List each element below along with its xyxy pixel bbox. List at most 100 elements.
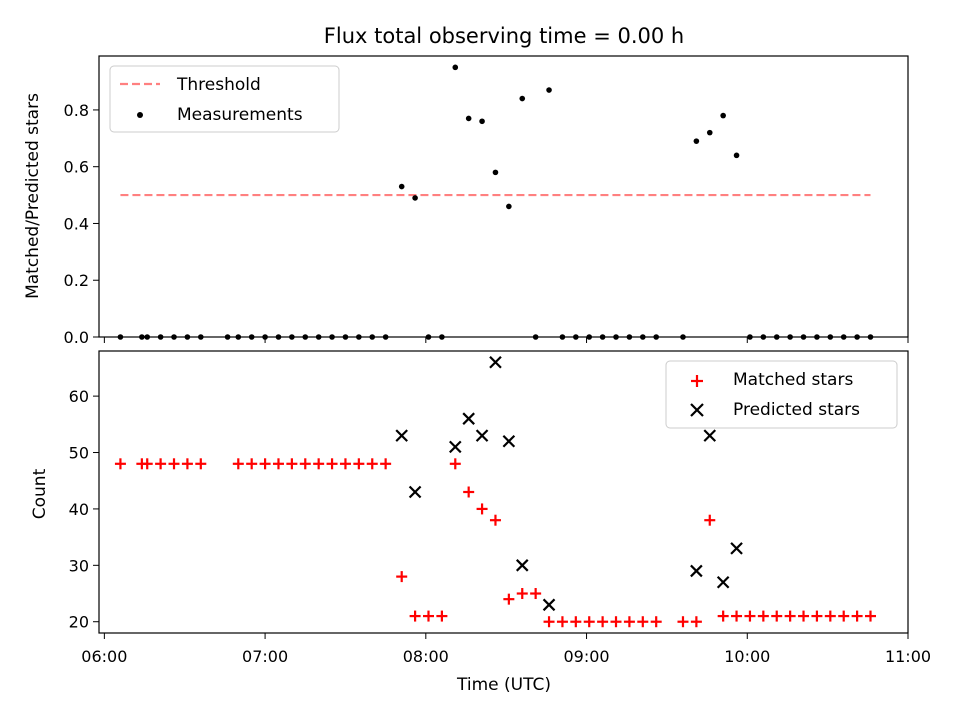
- top-y-tick-label: 0.4: [64, 214, 89, 233]
- measurements-legend-label: Measurements: [177, 105, 303, 125]
- matched-star-point: [272, 458, 284, 470]
- measurement-point: [693, 138, 700, 144]
- measurement-point: [452, 64, 459, 71]
- matched-star-point: [232, 458, 244, 470]
- measurement-point: [733, 152, 740, 159]
- matched-star-point: [650, 616, 662, 628]
- x-axis-label: Time (UTC): [456, 675, 551, 695]
- bottom-legend-box: [665, 360, 898, 429]
- matched-star-point: [690, 616, 702, 628]
- predicted-star-point: [449, 440, 462, 454]
- x-tick-label: 09:00: [563, 647, 609, 666]
- measurement-point: [492, 169, 499, 176]
- predicted-star-point: [489, 356, 502, 369]
- bottom-y-tick-label: 30: [69, 556, 89, 575]
- matched-stars-legend-swatch: [691, 375, 703, 387]
- matched-star-point: [543, 616, 555, 628]
- matched-star-point: [583, 616, 595, 628]
- matched-star-point: [380, 458, 392, 470]
- matched-star-point: [623, 616, 635, 628]
- matched-star-point: [409, 610, 421, 622]
- matched-star-point: [530, 588, 542, 600]
- matched-star-point: [259, 458, 271, 470]
- matched-star-point: [114, 458, 126, 470]
- predicted-stars-legend-label: Predicted stars: [733, 400, 860, 420]
- bottom-y-tick-label: 60: [69, 387, 89, 406]
- matched-star-point: [299, 458, 311, 470]
- measurement-point: [546, 87, 552, 93]
- matched-star-point: [731, 610, 743, 622]
- matched-star-point: [366, 458, 378, 470]
- predicted-star-point: [703, 429, 717, 442]
- top-y-tick-label: 0.0: [64, 328, 89, 347]
- predicted-star-point: [542, 598, 556, 612]
- matched-star-point: [838, 610, 850, 622]
- matched-star-point: [195, 458, 207, 470]
- matched-star-point: [784, 610, 796, 622]
- x-tick-label: 10:00: [724, 647, 770, 666]
- x-tick-label: 07:00: [242, 647, 288, 666]
- measurements-legend-swatch: [137, 112, 143, 118]
- matched-star-point: [422, 610, 434, 622]
- top-y-tick-label: 0.6: [64, 158, 89, 177]
- matched-star-point: [339, 458, 351, 470]
- matched-star-point: [597, 616, 609, 628]
- matched-star-point: [704, 514, 716, 526]
- predicted-star-point: [408, 485, 422, 499]
- predicted-star-point: [690, 564, 703, 578]
- matched-star-point: [771, 610, 783, 622]
- top-panel: Flux total observing time = 0.00 h Match…: [23, 24, 909, 347]
- matched-star-point: [353, 458, 365, 470]
- bottom-y-axis-label: Count: [30, 468, 50, 519]
- matched-star-point: [798, 610, 810, 622]
- threshold-legend-label: Threshold: [176, 75, 261, 95]
- top-plot-frame: [98, 55, 909, 338]
- matched-star-point: [811, 610, 823, 622]
- matched-star-point: [286, 458, 298, 470]
- bottom-y-tick-label: 50: [69, 444, 89, 463]
- bottom-panel: Count Time (UTC) 20 30 40 50 60 06:00 07:00 08:…: [30, 350, 931, 695]
- top-legend: Threshold Measurements: [109, 65, 340, 133]
- measurement-point: [479, 118, 485, 125]
- chart-title: Flux total observing time = 0.00 h: [324, 24, 684, 48]
- matched-star-point: [463, 486, 475, 498]
- bottom-y-tick-label: 40: [69, 500, 89, 519]
- matched-star-point: [851, 610, 863, 622]
- matched-star-point: [489, 514, 501, 526]
- measurement-point: [412, 195, 418, 201]
- predicted-star-point: [716, 575, 730, 589]
- matched-star-point: [570, 616, 582, 628]
- predicted-stars-legend-swatch: [690, 403, 704, 417]
- matched-star-point: [181, 458, 193, 470]
- bottom-legend: Matched stars Predicted stars: [665, 360, 898, 429]
- bottom-marks-group: [114, 356, 876, 628]
- top-y-tick-label: 0.8: [64, 101, 89, 120]
- matched-star-point: [610, 616, 622, 628]
- matched-star-point: [449, 458, 461, 470]
- matched-star-point: [503, 593, 515, 605]
- matched-star-point: [757, 610, 769, 622]
- matched-star-point: [677, 616, 689, 628]
- predicted-star-point: [475, 429, 489, 442]
- matched-star-point: [326, 458, 338, 470]
- matched-star-point: [476, 503, 488, 515]
- top-y-tick-label: 0.2: [64, 271, 89, 290]
- matched-star-point: [155, 458, 167, 470]
- matched-star-point: [637, 616, 649, 628]
- matched-star-point: [436, 610, 448, 622]
- matched-star-point: [396, 571, 408, 583]
- matched-star-point: [141, 458, 153, 470]
- predicted-star-point: [462, 412, 475, 425]
- measurement-point: [519, 95, 526, 102]
- measurement-point: [720, 112, 726, 119]
- measurement-point: [506, 203, 512, 210]
- matched-star-point: [246, 458, 258, 470]
- matched-star-point: [313, 458, 325, 470]
- predicted-star-point: [395, 429, 408, 442]
- x-tick-label: 08:00: [403, 647, 449, 666]
- matched-star-point: [717, 610, 729, 622]
- measurement-point: [465, 115, 472, 122]
- measurement-point: [706, 129, 713, 136]
- matched-star-point: [168, 458, 180, 470]
